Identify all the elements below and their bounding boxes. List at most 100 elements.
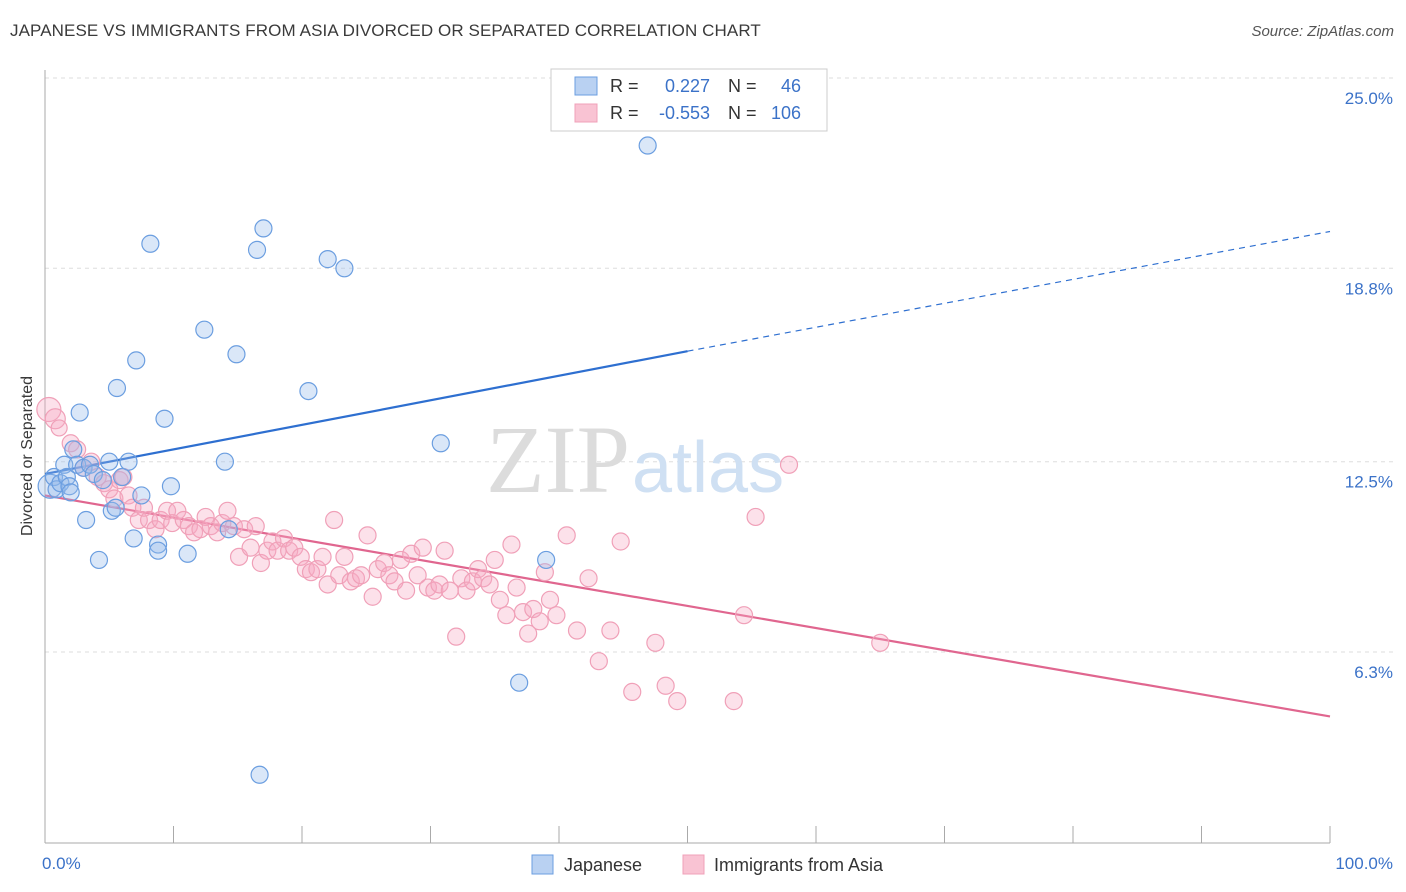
x-tick-label: 100.0%	[1335, 854, 1393, 873]
axes	[44, 70, 1331, 844]
data-point-immigrants-from-asia	[235, 520, 254, 539]
stats-asia-n-value: 106	[771, 103, 801, 123]
data-point-immigrants-from-asia	[567, 621, 587, 640]
data-point-japanese	[638, 136, 657, 155]
data-point-immigrants-from-asia	[497, 606, 516, 625]
data-point-immigrants-from-asia	[168, 501, 187, 520]
data-point-immigrants-from-asia	[218, 501, 237, 520]
data-point-immigrants-from-asia	[402, 544, 421, 563]
data-point-immigrants-from-asia	[589, 652, 608, 671]
data-point-immigrants-from-asia	[519, 624, 538, 643]
data-point-immigrants-from-asia	[151, 510, 170, 530]
data-point-immigrants-from-asia	[557, 526, 576, 545]
data-point-immigrants-from-asia	[490, 590, 509, 609]
data-point-japanese	[299, 381, 318, 401]
data-point-japanese	[227, 345, 246, 364]
data-point-japanese	[107, 378, 127, 398]
stats-box: R = 0.227 N = 46 R = -0.553 N = 106	[550, 68, 828, 132]
data-point-japanese	[132, 486, 151, 505]
data-point-immigrants-from-asia	[313, 547, 332, 566]
data-point-immigrants-from-asia	[579, 569, 598, 588]
data-point-immigrants-from-asia	[358, 526, 377, 545]
chart-title: JAPANESE VS IMMIGRANTS FROM ASIA DIVORCE…	[10, 21, 761, 40]
data-point-japanese	[106, 498, 125, 517]
data-point-immigrants-from-asia	[196, 507, 215, 527]
data-point-immigrants-from-asia	[280, 541, 299, 560]
source-label: Source: ZipAtlas.com	[1251, 23, 1394, 40]
data-point-immigrants-from-asia	[391, 550, 411, 570]
data-point-immigrants-from-asia	[611, 532, 630, 551]
data-point-immigrants-from-asia	[656, 676, 675, 695]
data-point-japanese	[119, 452, 138, 471]
data-point-immigrants-from-asia	[507, 578, 526, 597]
data-point-immigrants-from-asia	[36, 396, 62, 423]
data-point-japanese	[318, 250, 337, 269]
data-point-immigrants-from-asia	[258, 541, 277, 560]
data-point-immigrants-from-asia	[50, 419, 68, 437]
trend-line-japanese-projection	[687, 230, 1331, 352]
stats-asia-r-label: R =	[610, 103, 639, 123]
y-tick-label: 25.0%	[1345, 89, 1393, 108]
stats-asia-r-value: -0.553	[659, 103, 710, 123]
data-point-japanese	[84, 464, 103, 484]
x-tick-label: 0.0%	[42, 854, 81, 873]
data-point-japanese	[112, 467, 132, 487]
data-point-japanese	[537, 550, 556, 570]
data-point-immigrants-from-asia	[352, 566, 371, 585]
watermark-atlas: atlas	[632, 428, 784, 508]
data-point-immigrants-from-asia	[447, 627, 466, 646]
points-japanese	[37, 136, 657, 784]
trend-lines	[44, 230, 1331, 718]
watermark-zip: ZIP	[486, 406, 630, 513]
data-point-immigrants-from-asia	[468, 560, 488, 579]
data-point-immigrants-from-asia	[530, 612, 549, 631]
data-point-immigrants-from-asia	[335, 547, 354, 566]
data-point-japanese	[127, 351, 146, 370]
y-tick-label: 18.8%	[1345, 279, 1393, 298]
data-point-immigrants-from-asia	[208, 523, 227, 542]
data-point-immigrants-from-asia	[724, 692, 743, 711]
data-point-japanese	[195, 320, 214, 339]
stats-asia-n-label: N =	[728, 103, 757, 123]
stats-japanese-swatch	[574, 76, 598, 96]
data-point-immigrants-from-asia	[779, 455, 799, 474]
data-point-immigrants-from-asia	[363, 587, 382, 606]
grid-lines	[45, 77, 1395, 653]
stats-japanese-n-label: N =	[728, 76, 757, 96]
data-point-immigrants-from-asia	[746, 507, 765, 527]
data-point-japanese	[510, 673, 529, 692]
tick-labels: 6.3% 12.5% 18.8% 25.0% 0.0% 100.0%	[42, 89, 1393, 873]
data-point-japanese	[61, 483, 80, 502]
stats-asia-swatch	[574, 103, 598, 123]
data-point-immigrants-from-asia	[68, 440, 87, 459]
data-point-immigrants-from-asia	[480, 575, 499, 594]
data-point-immigrants-from-asia	[540, 590, 560, 609]
y-tick-label: 12.5%	[1345, 473, 1393, 492]
y-axis-label: Divorced or Separated	[19, 375, 36, 537]
data-point-japanese	[215, 452, 234, 471]
data-point-immigrants-from-asia	[285, 538, 304, 557]
data-point-japanese	[155, 409, 174, 428]
data-point-immigrants-from-asia	[146, 520, 165, 539]
data-point-immigrants-from-asia	[341, 572, 360, 591]
data-point-immigrants-from-asia	[413, 538, 432, 557]
data-point-immigrants-from-asia	[871, 633, 890, 652]
data-point-immigrants-from-asia	[485, 550, 504, 570]
data-point-immigrants-from-asia	[100, 480, 119, 499]
data-point-japanese	[148, 541, 168, 560]
data-point-japanese	[60, 477, 79, 496]
data-point-japanese	[93, 471, 112, 490]
trend-line-immigrants-from-asia	[44, 494, 1331, 718]
data-point-japanese	[431, 434, 450, 453]
data-point-immigrants-from-asia	[263, 532, 282, 551]
legend-japanese-swatch	[531, 854, 554, 875]
data-point-immigrants-from-asia	[246, 517, 265, 536]
data-point-japanese	[335, 259, 354, 278]
data-point-japanese	[80, 455, 100, 474]
data-point-immigrants-from-asia	[346, 569, 366, 588]
data-point-japanese	[64, 440, 83, 459]
points-immigrants-from-asia	[36, 396, 890, 711]
data-point-japanese	[161, 477, 181, 496]
trend-line-japanese	[44, 350, 688, 476]
